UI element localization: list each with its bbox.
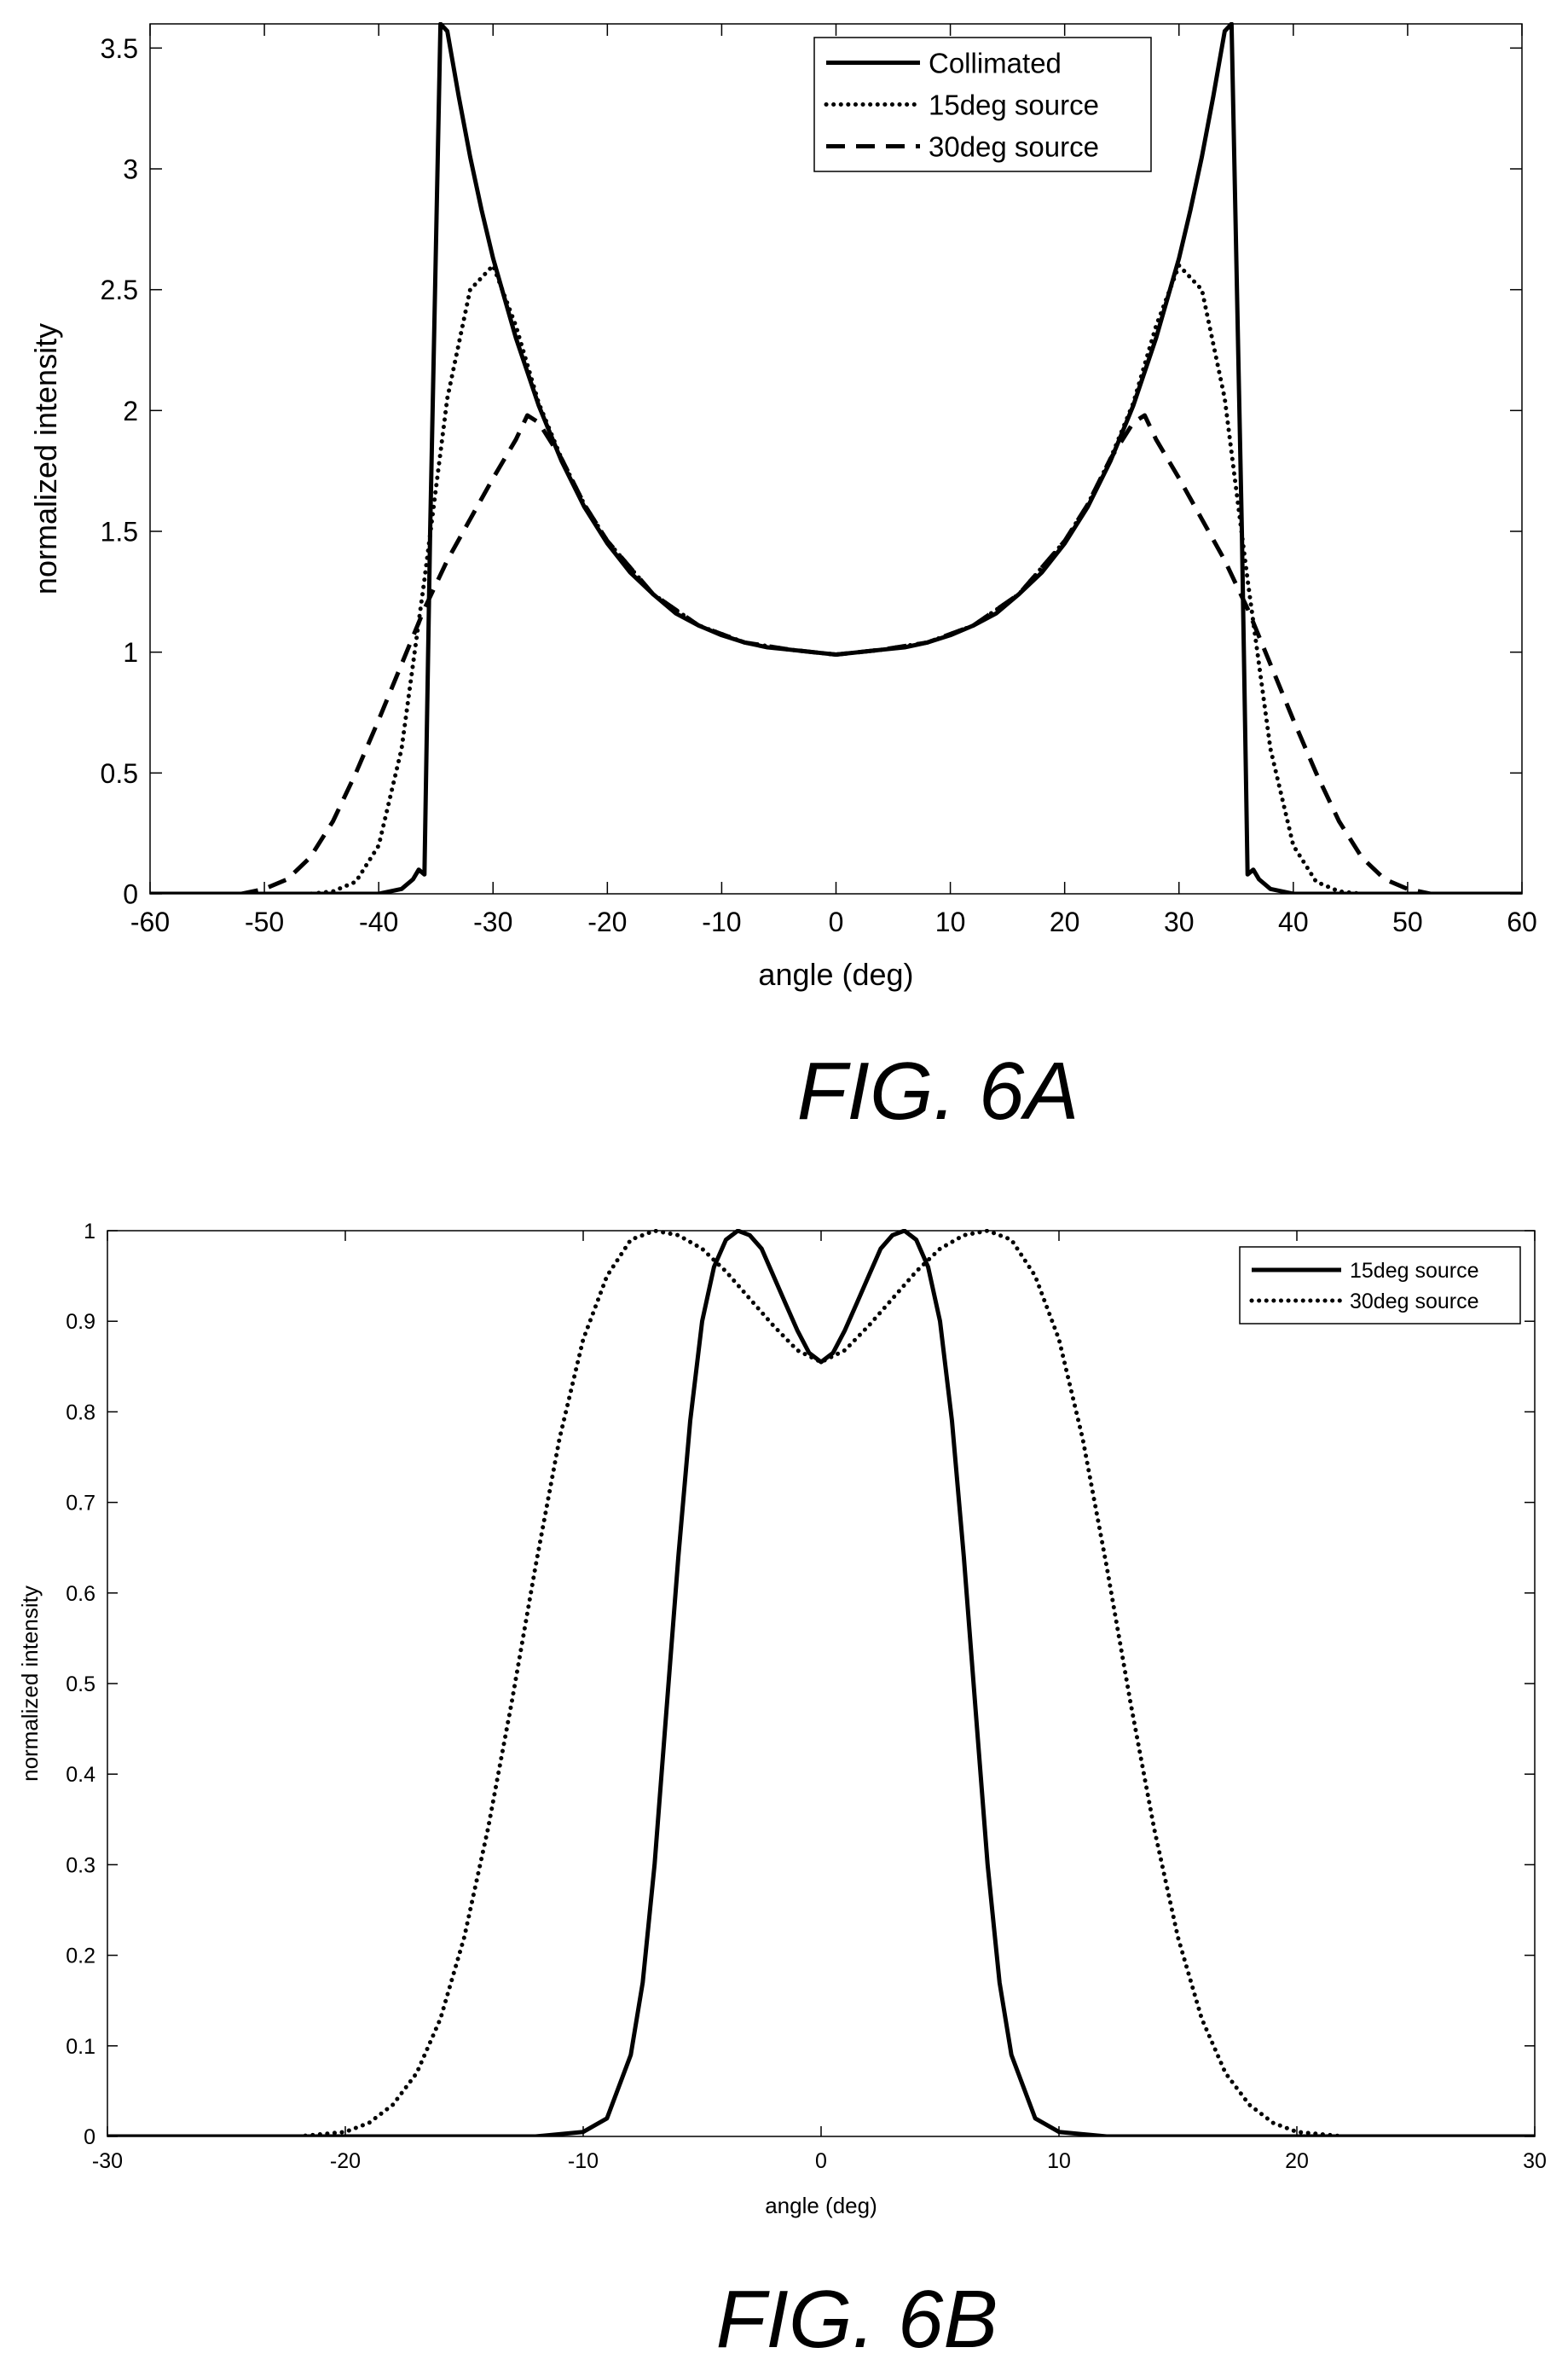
x-tick-label: -20 (587, 907, 627, 937)
figure-caption: FIG. 6B (716, 2274, 998, 2365)
legend: 15deg source 30deg source (1239, 1246, 1521, 1325)
legend-label-2: 30deg source (1350, 1290, 1479, 1313)
legend-label-1: 15deg source (1350, 1259, 1479, 1283)
x-tick-label: 60 (1507, 907, 1537, 937)
y-tick-label: 2 (123, 396, 138, 426)
series-line-1 (107, 1229, 1535, 2136)
x-tick-label: -50 (245, 907, 284, 937)
y-tick-label: 0 (84, 2125, 95, 2149)
x-tick-label: 30 (1523, 2149, 1547, 2173)
series-line-2 (107, 1229, 1535, 2136)
y-axis-label: normalized intensity (28, 323, 63, 594)
y-tick-label: 3 (123, 154, 138, 185)
x-tick-label: -20 (330, 2149, 361, 2173)
chart-panel-2: -30 -20 -10 0 10 20 30 0 0.1 0.2 0.3 0.4 0.5 0.6 0.7 0.… (17, 1220, 1547, 2365)
x-tick-label: -10 (568, 2149, 599, 2173)
x-tick-label: -30 (92, 2149, 123, 2173)
x-tick-label: 20 (1285, 2149, 1309, 2173)
y-axis-label: normalized intensity (17, 1585, 43, 1782)
y-tick-label: 0.6 (66, 1582, 95, 1606)
legend-box (1239, 1246, 1521, 1325)
y-tick-label: 2.5 (101, 275, 138, 305)
x-tick-label: 0 (829, 907, 844, 937)
y-tick-label: 0 (123, 879, 138, 910)
x-axis-label: angle (deg) (758, 957, 913, 992)
series-line-3 (150, 413, 1522, 894)
y-tick-label: 1 (123, 637, 138, 668)
x-tick-label: 30 (1164, 907, 1195, 937)
legend-label-3: 30deg source (929, 130, 1099, 162)
y-tick-label: 3.5 (101, 33, 138, 64)
y-tick-label: 0.9 (66, 1310, 95, 1334)
x-tick-label: -10 (702, 907, 741, 937)
x-tick-label: 10 (1047, 2149, 1071, 2173)
y-tick-label: 0.8 (66, 1400, 95, 1424)
x-axis-label: angle (deg) (765, 2193, 877, 2218)
x-tick-label: 10 (935, 907, 966, 937)
x-tick-label: -30 (473, 907, 512, 937)
y-tick-label: 0.4 (66, 1763, 95, 1787)
legend: Collimated 15deg source 30deg source (813, 37, 1152, 172)
y-tick-label: 0.3 (66, 1853, 95, 1877)
legend-label-2: 15deg source (929, 89, 1099, 120)
y-tick-label: 0.7 (66, 1492, 95, 1516)
y-tick-label: 0.2 (66, 1945, 95, 1968)
y-tick-label: 0.5 (101, 758, 138, 789)
x-tick-label: -60 (130, 907, 170, 937)
x-tick-label: 0 (815, 2149, 827, 2173)
y-tick-label: 0.5 (66, 1672, 95, 1696)
x-tick-label: 50 (1392, 907, 1423, 937)
figure-caption: FIG. 6A (797, 1046, 1079, 1137)
y-tick-label: 0.1 (66, 2035, 95, 2059)
chart-panel-1: -60 -50 -40 -30 -20 -10 0 10 20 30 40 50 60 0 0.5 1 1.5 2… (28, 22, 1537, 1137)
x-tick-label: -40 (359, 907, 398, 937)
x-tick-label: 20 (1050, 907, 1080, 937)
y-tick-label: 1 (84, 1220, 95, 1243)
y-tick-label: 1.5 (101, 517, 138, 548)
x-tick-label: 40 (1278, 907, 1309, 937)
legend-label-1: Collimated (929, 47, 1062, 78)
